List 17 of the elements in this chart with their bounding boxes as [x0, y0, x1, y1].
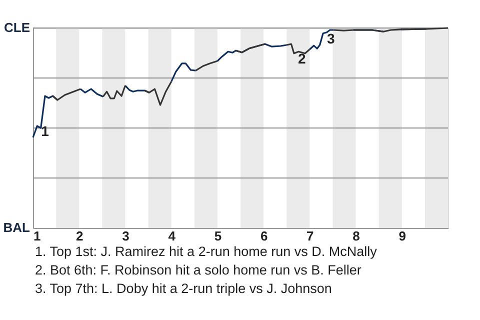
x-tick-label: 5: [214, 228, 222, 244]
x-tick-label: 3: [122, 228, 130, 244]
annotation: 3: [327, 30, 336, 46]
text: BAL: [3, 220, 30, 235]
x-tick-label: 4: [168, 228, 176, 244]
x-tick-label: 6: [260, 228, 268, 244]
text: 1. Top 1st: J. Ramirez hit a 2-run home run vs D. McNally: [35, 244, 378, 259]
text: 2. Bot 6th: F. Robinson hit a solo home run vs B. Feller: [35, 262, 362, 278]
text: CLE: [4, 20, 30, 35]
x-tick-label: 7: [306, 228, 314, 244]
x-tick-label: 1: [34, 228, 41, 244]
annotation: 1: [41, 123, 50, 139]
text: 3. Top 7th: L. Doby hit a 2-run triple vs J. Johnson: [35, 281, 332, 296]
x-tick-label: 2: [76, 228, 84, 244]
annotation: 2: [298, 50, 306, 66]
x-tick-label: 9: [398, 228, 406, 244]
x-tick-label: 8: [352, 228, 360, 244]
